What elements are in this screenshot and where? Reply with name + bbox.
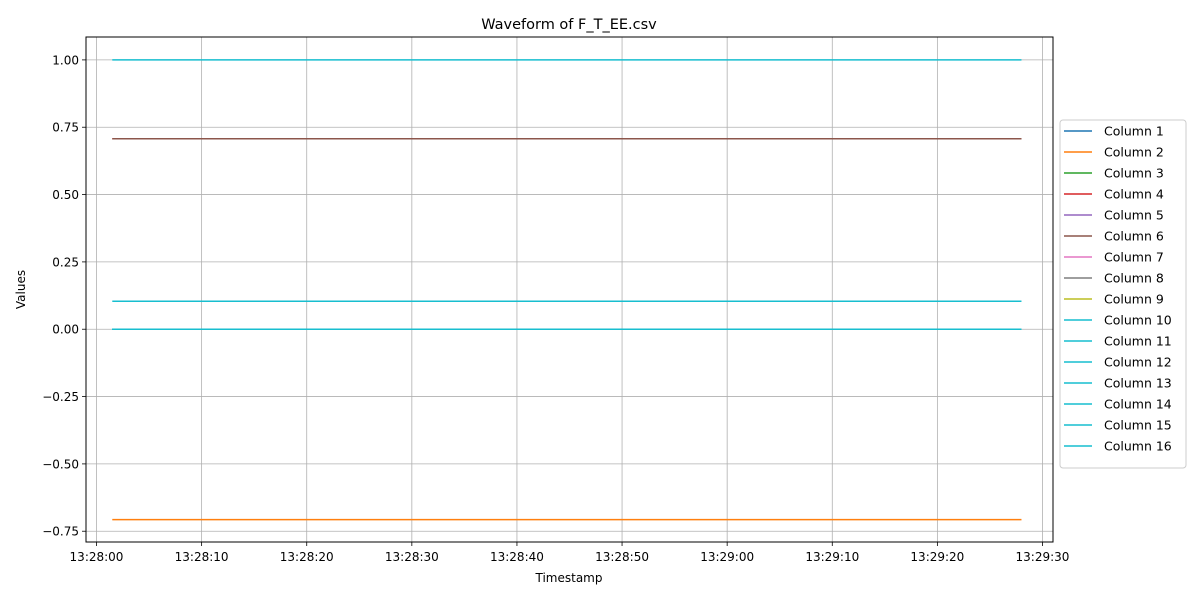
x-tick-label: 13:29:30 [1016,550,1070,564]
y-axis: 1.00 0.75 0.50 0.25 0.00 −0.25 −0.50 −0.75 [42,53,86,539]
x-tick-label: 13:29:10 [805,550,859,564]
legend-label: Column 2 [1104,145,1164,160]
x-tick-label: 13:28:20 [280,550,334,564]
x-tick-label: 13:28:10 [175,550,229,564]
legend-label: Column 12 [1104,355,1172,370]
legend-label: Column 4 [1104,187,1164,202]
y-axis-title: Values [14,270,28,309]
legend-label: Column 5 [1104,208,1164,223]
legend: Column 1 Column 2 Column 3 Column 4 Column 5… [1059,119,1187,469]
legend-label: Column 8 [1104,271,1164,286]
x-tick-label: 13:28:30 [385,550,439,564]
legend-label: Column 10 [1104,313,1172,328]
x-tick-label: 13:28:40 [490,550,544,564]
series-lines [112,59,1022,521]
legend-label: Column 9 [1104,292,1164,307]
y-tick-label: −0.75 [42,525,79,539]
y-tick-label: 0.00 [52,323,79,337]
legend-label: Column 15 [1104,418,1172,433]
legend-label: Column 6 [1104,229,1164,244]
y-tick-label: 0.50 [52,188,79,202]
y-tick-label: −0.25 [42,390,79,404]
x-axis-title: Timestamp [535,571,603,585]
y-tick-label: 1.00 [52,53,79,67]
x-tick-label: 13:29:20 [910,550,964,564]
y-tick-label: 0.75 [52,121,79,135]
x-axis: 13:28:00 13:28:10 13:28:20 13:28:30 13:28:40… [70,542,1070,564]
legend-box [1059,119,1187,469]
y-tick-label: 0.25 [52,255,79,269]
legend-label: Column 3 [1104,166,1164,181]
legend-label: Column 1 [1104,124,1164,139]
chart-title: Waveform of F_T_EE.csv [481,17,657,33]
legend-label: Column 7 [1104,250,1164,265]
x-tick-label: 13:29:00 [700,550,754,564]
y-tick-label: −0.50 [42,457,79,471]
x-tick-label: 13:28:00 [70,550,124,564]
plot-frame [85,36,1054,543]
legend-label: Column 14 [1104,397,1172,412]
x-tick-label: 13:28:50 [595,550,649,564]
legend-label: Column 11 [1104,334,1172,349]
legend-label: Column 13 [1104,376,1172,391]
legend-label: Column 16 [1104,439,1172,454]
